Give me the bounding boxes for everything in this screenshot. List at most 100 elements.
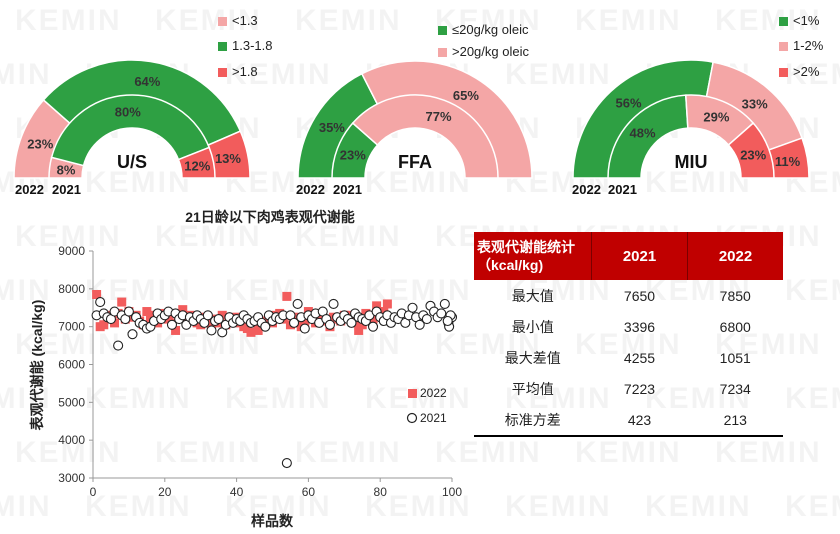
gauge-us-legend-item: >1.8: [218, 64, 258, 79]
table-cell: 213: [687, 404, 783, 437]
inner-ring-segment: [351, 94, 499, 179]
table-cell: 平均值: [511, 380, 554, 397]
inner-ring-segment-label: 23%: [340, 147, 366, 162]
table-row: 标准方差 423 213: [474, 404, 783, 437]
y-tick-label: 4000: [58, 433, 85, 447]
point-2021: [421, 314, 432, 325]
point-2022: [300, 316, 310, 326]
point-2021: [260, 321, 271, 332]
gauge-miu-year-2022: 2022: [572, 182, 601, 197]
point-2021: [367, 321, 379, 332]
gauge-us: 23% 64% 13% 8% 80% 12% U/S 2022 2021 <1.3 1.3…: [0, 0, 280, 205]
point-2022: [382, 299, 392, 309]
outer-ring-segment-label: 65%: [453, 88, 479, 103]
point-2021: [123, 306, 134, 317]
table-header-cell: 表观代谢能统计（kcal/kg): [474, 232, 592, 280]
legend-label: 1-2%: [793, 38, 824, 53]
legend-swatch: [779, 42, 788, 52]
point-2021: [213, 314, 224, 325]
gauge-miu-year-2021: 2021: [608, 182, 637, 197]
legend-label-2021: 2021: [420, 411, 447, 425]
gauge-ffa-legend-item: ≤20g/kg oleic: [438, 22, 529, 37]
point-2021: [166, 319, 178, 330]
outer-ring-segment-label: 64%: [134, 74, 160, 89]
inner-ring-segment-label: 12%: [184, 159, 210, 174]
point-2022: [253, 325, 263, 335]
point-2022: [92, 290, 102, 300]
watermark-text: KEMIN: [785, 490, 840, 524]
legend-marker-2021: [406, 412, 418, 424]
chart-legend: 2022 2021: [406, 386, 447, 425]
outer-ring-segment-label: 33%: [742, 96, 768, 111]
outer-ring-segment-label: 35%: [319, 120, 345, 135]
table-cell: 7223: [623, 380, 656, 397]
x-tick-label: 40: [230, 485, 244, 499]
point-2022: [282, 291, 292, 301]
inner-ring-segment-label: 48%: [630, 125, 656, 140]
legend-label: >2%: [793, 64, 820, 79]
point-2021: [346, 317, 357, 328]
legend-label: 1.3-1.8: [232, 38, 273, 53]
x-tick-label: 80: [374, 485, 388, 499]
legend-swatch: [218, 42, 227, 52]
point-2021: [281, 457, 292, 469]
legend-swatch: [218, 17, 227, 27]
point-2021: [439, 298, 450, 310]
gauge-ffa-year-2021: 2021: [333, 182, 362, 197]
gauge-miu-legend-item: >2%: [779, 64, 819, 79]
point-2021: [288, 317, 300, 328]
point-2021: [292, 298, 303, 310]
point-2022: [357, 320, 367, 330]
gauge-ffa-center-label: FFA: [398, 152, 432, 172]
point-2022: [171, 325, 181, 335]
legend-label-2022: 2022: [420, 386, 447, 400]
table-row: 平均值 7223 7234: [474, 373, 783, 404]
gauge-us-year-2022: 2022: [15, 182, 44, 197]
point-2022: [379, 307, 389, 317]
table-cell: 3396: [623, 318, 656, 335]
legend-swatch: [438, 48, 447, 58]
table-row: 最大值 7650 7850: [474, 280, 783, 311]
point-2021: [127, 329, 138, 340]
point-2021: [436, 308, 447, 319]
chart-title: 21日龄以下肉鸡表观代谢能: [185, 209, 355, 225]
x-axis-label: 样品数: [251, 513, 294, 529]
table-cell: 7850: [719, 287, 751, 304]
point-2021: [299, 323, 310, 334]
outer-ring-segment-label: 13%: [215, 151, 241, 166]
table-header-cell: 2021: [591, 232, 688, 280]
y-tick-label: 5000: [58, 395, 85, 409]
inner-ring-segment-label: 80%: [115, 105, 141, 120]
table-cell: 最小值: [511, 318, 554, 335]
inner-ring-segment: [177, 146, 216, 179]
point-2022: [110, 318, 120, 328]
point-2021: [407, 302, 418, 313]
table-cell: 1051: [719, 349, 751, 366]
gauge-miu-svg: 56% 33% 11% 48% 29% 23% MIU: [572, 59, 810, 179]
legend-label: ≤20g/kg oleic: [452, 22, 529, 37]
legend-swatch: [438, 26, 447, 36]
gauge-miu: 56% 33% 11% 48% 29% 23% MIU 2022 2021 <1% 1-2…: [565, 0, 840, 205]
inner-ring-segment: [727, 122, 775, 179]
point-2021: [206, 325, 217, 336]
outer-ring-segment-label: 23%: [27, 136, 53, 151]
legend-label: >20g/kg oleic: [452, 44, 529, 59]
gauge-us-svg: 23% 64% 13% 8% 80% 12% U/S: [13, 59, 251, 179]
gauge-us-legend-item: 1.3-1.8: [218, 38, 272, 53]
point-2022: [99, 320, 109, 330]
inner-ring-segment-label: 29%: [703, 110, 729, 125]
x-tick-label: 100: [442, 485, 462, 499]
y-tick-label: 8000: [58, 282, 85, 296]
legend-swatch: [218, 68, 227, 78]
gauge-ffa-legend-item: >20g/kg oleic: [438, 44, 529, 59]
legend-label: <1%: [793, 13, 820, 28]
x-tick-label: 0: [90, 485, 97, 499]
scatter-chart: 21日龄以下肉鸡表观代谢能 3000 4000 5000 6000 7000 8000 90…: [29, 209, 462, 529]
point-2022: [246, 327, 256, 337]
gauge-miu-center-label: MIU: [675, 152, 708, 172]
inner-ring-segment-label: 23%: [740, 147, 766, 162]
gauge-ffa-year-2022: 2022: [296, 182, 325, 197]
point-2022: [117, 297, 127, 307]
x-tick-label: 20: [158, 485, 172, 499]
point-2022: [178, 305, 188, 315]
